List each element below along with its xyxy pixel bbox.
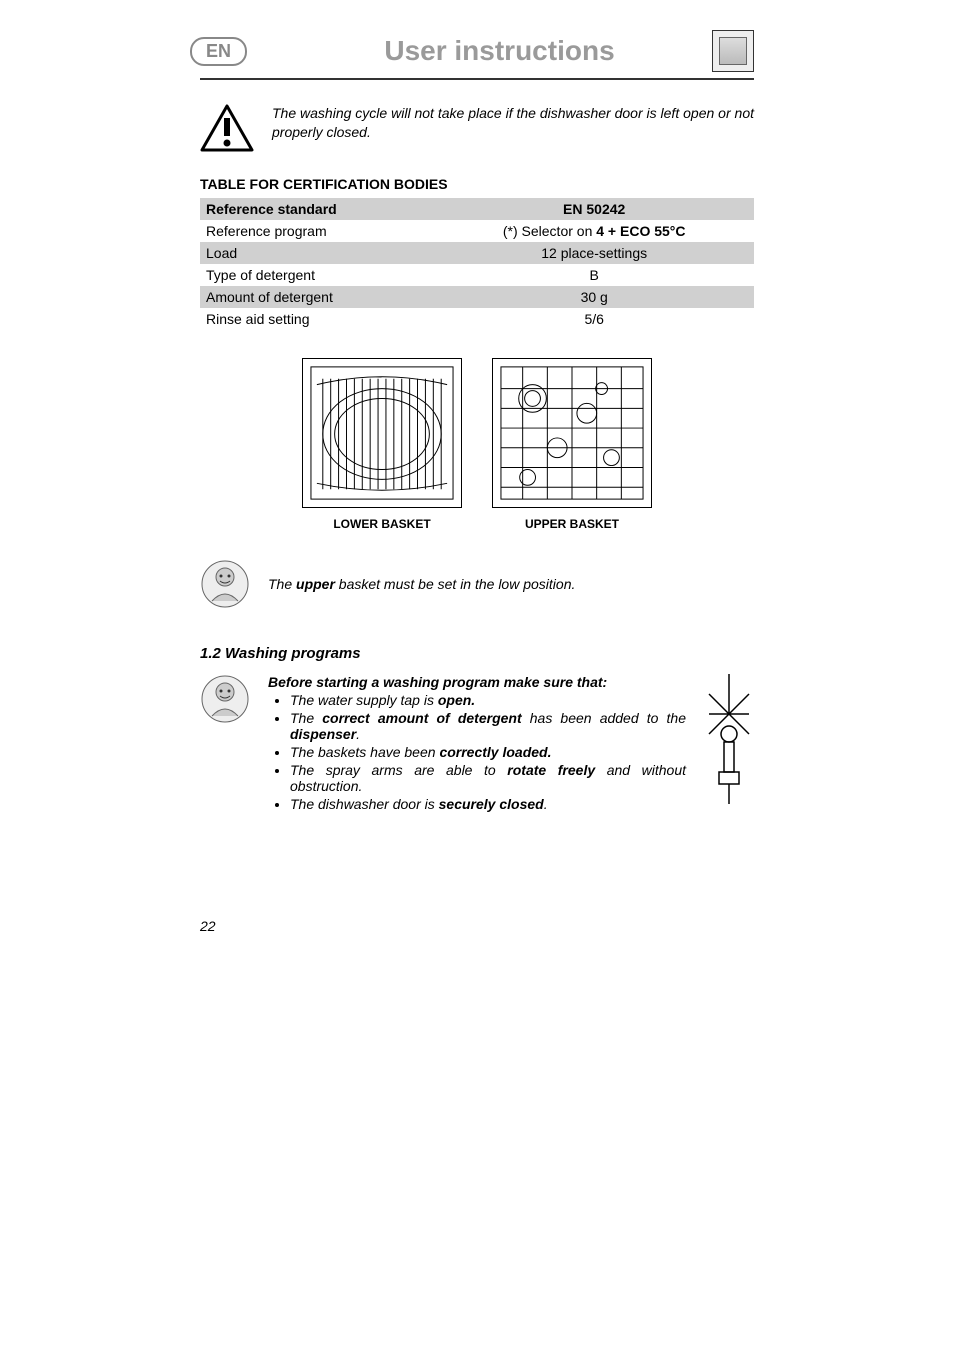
list-item: The dishwasher door is securely closed.	[290, 796, 686, 812]
cell-label: Type of detergent	[200, 264, 434, 286]
li-bold: dispenser	[290, 726, 356, 742]
cell-label: Load	[200, 242, 434, 264]
cell-value: 12 place-settings	[434, 242, 754, 264]
li-bold: securely closed	[439, 796, 544, 812]
certification-table: Reference standard EN 50242 Reference pr…	[200, 198, 754, 330]
list-item: The water supply tap is open.	[290, 692, 686, 708]
program-checks: Before starting a washing program make s…	[268, 674, 686, 814]
upper-basket-box: UPPER BASKET	[492, 358, 652, 531]
check-list: The water supply tap is open. The correc…	[268, 692, 686, 812]
page-title: User instructions	[287, 35, 712, 67]
mascot-icon	[200, 674, 250, 724]
warning-icon	[200, 104, 254, 152]
cell-value: 5/6	[434, 308, 754, 330]
upper-basket-diagram	[492, 358, 652, 508]
li-text: The baskets have been	[290, 744, 439, 760]
section-1-2-heading: 1.2 Washing programs	[200, 645, 754, 662]
lower-basket-box: LOWER BASKET	[302, 358, 462, 531]
note-bold: upper	[296, 576, 335, 592]
mascot-icon	[200, 559, 250, 609]
note-post: basket must be set in the low position.	[335, 576, 575, 592]
lower-basket-label: LOWER BASKET	[302, 517, 462, 531]
table-row: Rinse aid setting 5/6	[200, 308, 754, 330]
li-text: The spray arms are able to	[290, 762, 507, 778]
cell-text-bold: 4 + ECO 55°C	[596, 223, 685, 239]
basket-note: The upper basket must be set in the low …	[200, 559, 754, 609]
list-item: The correct amount of detergent has been…	[290, 710, 686, 742]
cell-value: 30 g	[434, 286, 754, 308]
dishwasher-icon	[712, 30, 754, 72]
note-pre: The	[268, 576, 296, 592]
li-text: has been added to the	[522, 710, 686, 726]
li-text: The dishwasher door is	[290, 796, 439, 812]
table-row: Type of detergent B	[200, 264, 754, 286]
cell-label: Reference standard	[200, 198, 434, 220]
table-row: Reference standard EN 50242	[200, 198, 754, 220]
li-text: The	[290, 710, 322, 726]
table-row: Amount of detergent 30 g	[200, 286, 754, 308]
lower-basket-diagram	[302, 358, 462, 508]
cell-label: Reference program	[200, 220, 434, 242]
cell-text: (*) Selector on	[503, 223, 596, 239]
li-text: The water supply tap is	[290, 692, 438, 708]
cell-value: EN 50242	[434, 198, 754, 220]
li-bold: rotate freely	[507, 762, 595, 778]
list-item: The baskets have been correctly loaded.	[290, 744, 686, 760]
tap-icon	[704, 674, 754, 804]
warning-block: The washing cycle will not take place if…	[200, 104, 754, 152]
li-bold: correct amount of detergent	[322, 710, 521, 726]
cell-value: B	[434, 264, 754, 286]
li-text: .	[356, 726, 360, 742]
program-intro: Before starting a washing program make s…	[268, 674, 686, 690]
table-row: Load 12 place-settings	[200, 242, 754, 264]
li-text: .	[544, 796, 548, 812]
cell-label: Rinse aid setting	[200, 308, 434, 330]
language-badge: EN	[190, 37, 247, 66]
warning-text: The washing cycle will not take place if…	[272, 104, 754, 142]
li-bold: correctly loaded.	[439, 744, 551, 760]
table-row: Reference program (*) Selector on 4 + EC…	[200, 220, 754, 242]
basket-diagrams: LOWER BASKET UPPER BASKET	[200, 358, 754, 531]
table-title: TABLE FOR CERTIFICATION BODIES	[200, 176, 754, 192]
page-number: 22	[200, 918, 216, 934]
cell-label: Amount of detergent	[200, 286, 434, 308]
basket-note-text: The upper basket must be set in the low …	[268, 576, 575, 592]
cell-value: (*) Selector on 4 + ECO 55°C	[434, 220, 754, 242]
header-divider	[200, 78, 754, 80]
list-item: The spray arms are able to rotate freely…	[290, 762, 686, 794]
page-container: EN User instructions The washing cycle w…	[0, 0, 954, 904]
washing-programs-block: Before starting a washing program make s…	[200, 674, 754, 814]
upper-basket-label: UPPER BASKET	[492, 517, 652, 531]
li-bold: open.	[438, 692, 475, 708]
page-header: EN User instructions	[200, 30, 754, 72]
